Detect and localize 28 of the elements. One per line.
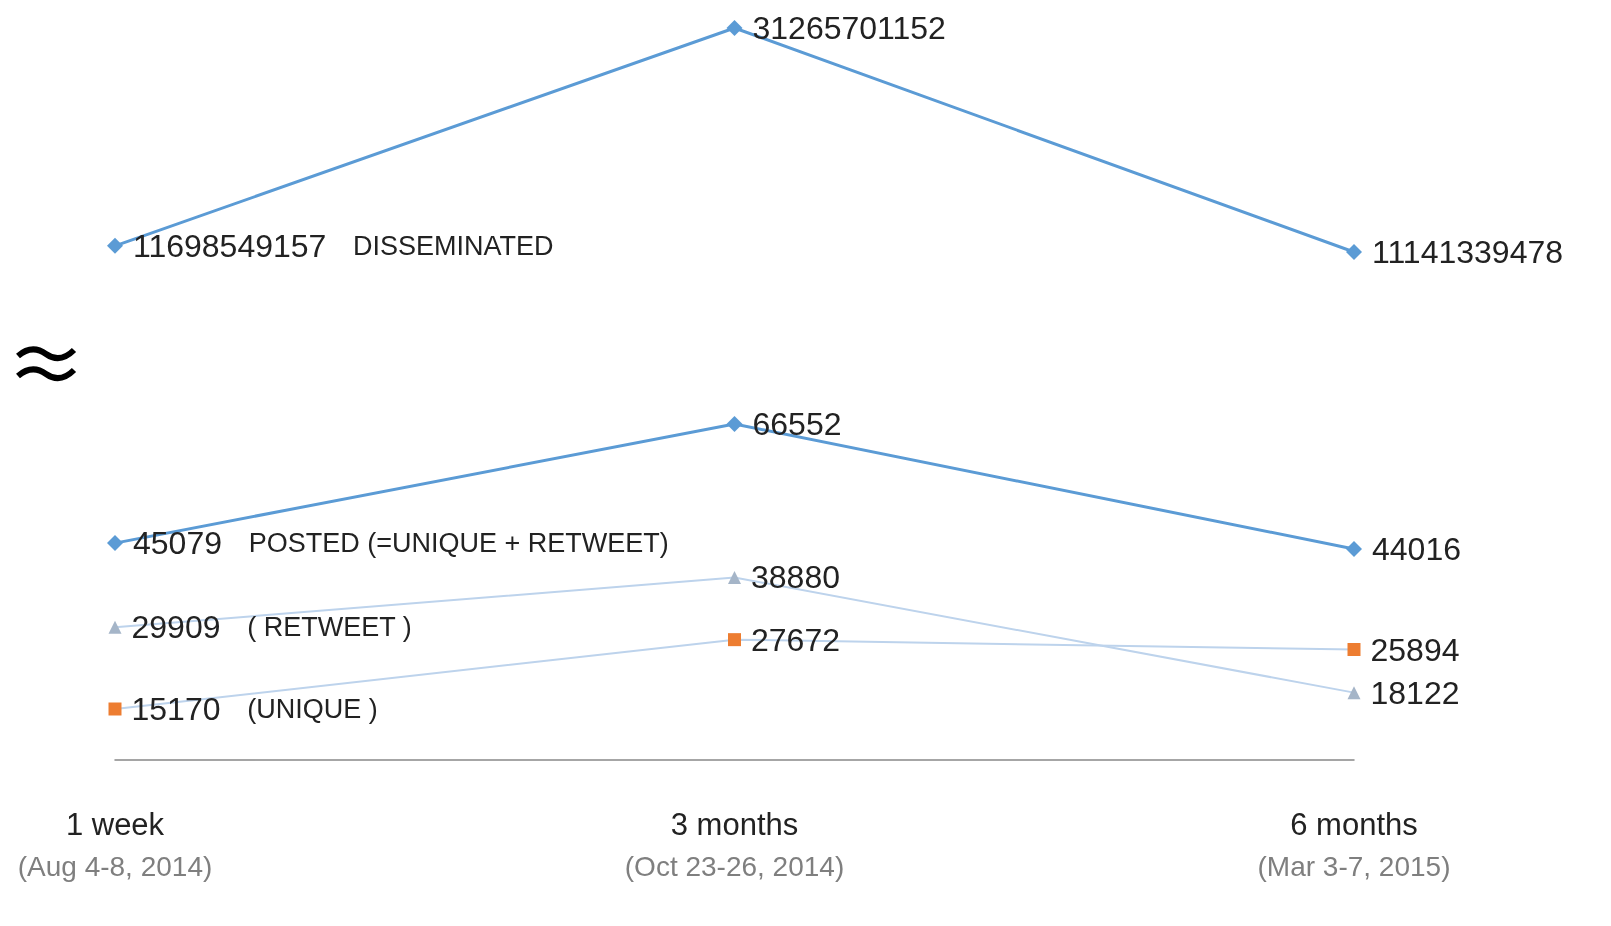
data-label: 18122 bbox=[1370, 674, 1460, 711]
point bbox=[728, 570, 741, 584]
data-label: 45079 bbox=[133, 525, 222, 562]
x-tick-label: 1 week (Aug 4-8, 2014) bbox=[17, 806, 213, 882]
point bbox=[107, 535, 123, 552]
point bbox=[1346, 541, 1362, 557]
x-tick-label: 6 months (Mar 3-7, 2015) bbox=[1257, 806, 1451, 882]
data-label: 15170 bbox=[131, 691, 221, 727]
data-label: 66552 bbox=[752, 406, 842, 442]
point bbox=[1347, 643, 1361, 657]
point bbox=[726, 416, 743, 432]
data-label: 44016 bbox=[1372, 531, 1461, 567]
x-tick-label: 3 months (Oct 23-26, 2014) bbox=[624, 806, 845, 882]
data-label: 29909 bbox=[131, 609, 221, 646]
data-label: 27672 bbox=[751, 621, 840, 658]
data-label: 38880 bbox=[751, 559, 840, 596]
data-label: 11698549157 bbox=[133, 227, 327, 264]
data-label: 31265701152 bbox=[752, 10, 946, 46]
data-label: 25894 bbox=[1370, 631, 1460, 668]
series-label: POSTED (=UNIQUE + RETWEET) bbox=[248, 528, 669, 559]
point bbox=[108, 702, 122, 716]
point bbox=[728, 633, 741, 647]
series-label: ( RETWEET ) bbox=[247, 612, 412, 643]
point bbox=[108, 620, 122, 634]
series-label: (UNIQUE ) bbox=[247, 694, 378, 724]
text: DISSEMINATED bbox=[353, 230, 554, 261]
point bbox=[1347, 686, 1361, 700]
data-label: 11141339478 bbox=[1372, 234, 1564, 270]
